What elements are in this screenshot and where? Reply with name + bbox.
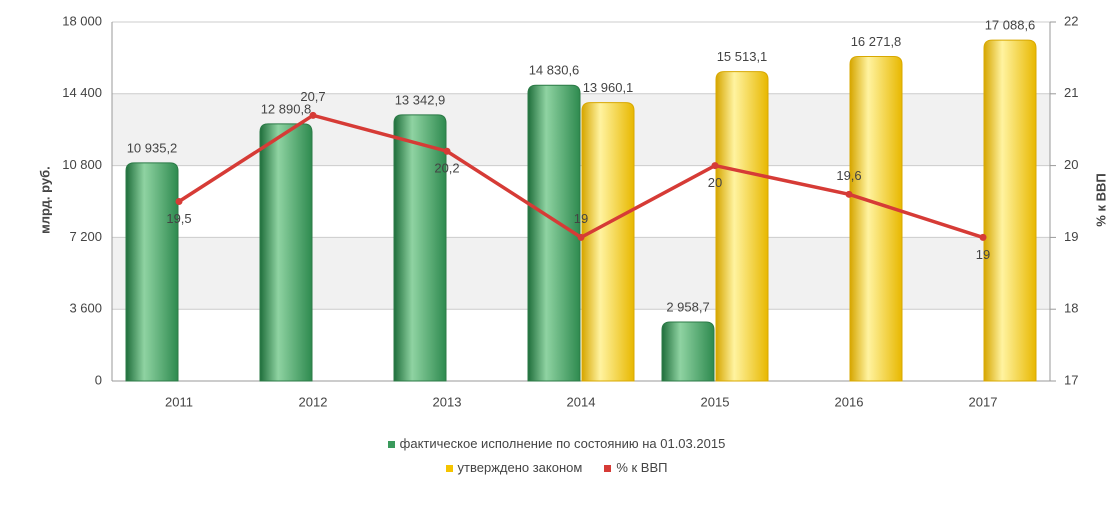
bar bbox=[527, 84, 581, 382]
legend-swatch bbox=[387, 441, 395, 449]
bar bbox=[581, 102, 635, 382]
data-label: 19 bbox=[976, 247, 990, 262]
data-label: 12 890,8 bbox=[261, 101, 312, 116]
y2-tick-label: 21 bbox=[1064, 85, 1078, 100]
legend-row: фактическое исполнение по состоянию на 0… bbox=[372, 432, 742, 456]
bar bbox=[393, 114, 447, 382]
bar bbox=[125, 162, 179, 382]
data-label: 20,2 bbox=[434, 161, 459, 176]
y-tick-label: 10 800 bbox=[62, 157, 102, 172]
data-label: 20,7 bbox=[300, 89, 325, 104]
y2-axis-title: % к ВВП bbox=[1093, 173, 1108, 226]
data-label: 19,5 bbox=[166, 211, 191, 226]
line-point bbox=[711, 162, 719, 170]
x-tick-label: 2015 bbox=[701, 394, 730, 409]
line-point bbox=[443, 147, 451, 155]
y-tick-label: 14 400 bbox=[62, 85, 102, 100]
legend-label: фактическое исполнение по состоянию на 0… bbox=[399, 436, 726, 451]
line-point bbox=[979, 233, 987, 241]
data-label: 2 958,7 bbox=[666, 299, 709, 314]
data-label: 10 935,2 bbox=[127, 140, 178, 155]
x-tick-label: 2011 bbox=[165, 394, 193, 409]
data-label: 13 342,9 bbox=[395, 92, 446, 107]
data-label: 15 513,1 bbox=[717, 49, 768, 64]
y2-tick-label: 20 bbox=[1064, 157, 1078, 172]
bar bbox=[661, 321, 715, 382]
legend-row: утверждено законом % к ВВП bbox=[0, 456, 1113, 480]
y-tick-label: 3 600 bbox=[69, 301, 102, 316]
y-axis-title: млрд. руб. bbox=[37, 166, 52, 234]
bar bbox=[715, 71, 769, 382]
bar bbox=[259, 123, 313, 382]
legend-swatch bbox=[604, 465, 612, 473]
legend-item: фактическое исполнение по состоянию на 0… bbox=[387, 436, 726, 451]
y2-tick-label: 17 bbox=[1064, 372, 1078, 387]
y-tick-label: 18 000 bbox=[62, 13, 102, 28]
line-point bbox=[577, 233, 585, 241]
y2-tick-label: 19 bbox=[1064, 229, 1078, 244]
chart: млрд. руб. % к ВВП 0 3 600 7 200 10 800 14 4… bbox=[37, 13, 1108, 409]
bar bbox=[983, 39, 1037, 382]
legend-label: % к ВВП bbox=[616, 460, 668, 475]
legend-item: утверждено законом bbox=[445, 460, 583, 475]
plot-band bbox=[112, 237, 1050, 310]
data-label: 14 830,6 bbox=[529, 63, 580, 78]
y-tick-label: 7 200 bbox=[69, 229, 102, 244]
y2-tick-label: 22 bbox=[1064, 13, 1078, 28]
bar bbox=[849, 55, 903, 382]
legend-item: % к ВВП bbox=[604, 460, 667, 475]
x-tick-label: 2016 bbox=[835, 394, 864, 409]
y2-tick-label: 18 bbox=[1064, 301, 1078, 316]
data-label: 19 bbox=[574, 211, 588, 226]
x-tick-label: 2017 bbox=[969, 394, 998, 409]
line-point bbox=[845, 190, 853, 198]
y-tick-label: 0 bbox=[95, 372, 102, 387]
legend: фактическое исполнение по состоянию на 0… bbox=[0, 432, 1113, 480]
x-tick-label: 2012 bbox=[299, 394, 328, 409]
x-tick-label: 2014 bbox=[567, 394, 596, 409]
data-label: 16 271,8 bbox=[851, 34, 902, 49]
data-label: 20 bbox=[708, 175, 722, 190]
data-label: 13 960,1 bbox=[583, 80, 634, 95]
legend-label: утверждено законом bbox=[457, 460, 583, 475]
line-point bbox=[175, 198, 183, 205]
legend-swatch bbox=[445, 465, 453, 473]
data-label: 19,6 bbox=[836, 168, 861, 183]
line-point bbox=[309, 111, 317, 119]
x-tick-label: 2013 bbox=[433, 394, 462, 409]
data-label: 17 088,6 bbox=[985, 18, 1036, 33]
